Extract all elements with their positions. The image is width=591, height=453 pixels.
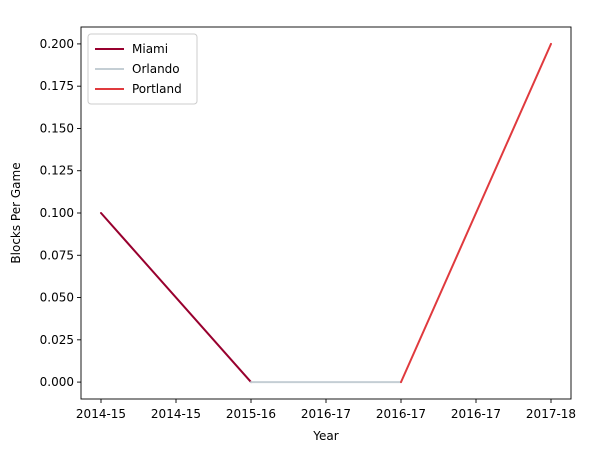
y-tick-label: 0.100 [40,206,74,220]
y-tick-label: 0.150 [40,121,74,135]
y-tick-label: 0.050 [40,291,74,305]
legend: Miami Orlando Portland [87,33,198,105]
legend-label-portland: Portland [132,82,182,96]
y-tick-label: 0.000 [40,375,74,389]
y-axis-label: Blocks Per Game [9,162,23,263]
series-line-miami [100,212,252,384]
legend-label-orlando: Orlando [132,62,180,76]
series-layer [100,42,552,384]
y-tick-label: 0.200 [40,37,74,51]
y-tick-label: 0.175 [40,79,74,93]
x-tick-label: 2016-17 [301,407,351,421]
y-tick-label: 0.125 [40,164,74,178]
legend-box [87,33,198,105]
x-axis-label: Year [312,429,338,443]
x-tick-label: 2017-18 [526,407,576,421]
x-tick-label: 2016-17 [451,407,501,421]
series-line-portland [400,42,552,384]
x-tick-label: 2014-15 [76,407,126,421]
x-tick-label: 2016-17 [376,407,426,421]
legend-label-miami: Miami [132,42,168,56]
y-axis: 0.000 0.025 0.050 0.075 0.100 0.125 0.150 0.175… [40,37,81,389]
y-tick-label: 0.025 [40,333,74,347]
y-tick-label: 0.075 [40,248,74,262]
x-tick-label: 2015-16 [226,407,276,421]
x-axis: 2014-15 2014-15 2015-16 2016-17 2016-17 2016-… [76,399,576,421]
x-tick-label: 2014-15 [151,407,201,421]
